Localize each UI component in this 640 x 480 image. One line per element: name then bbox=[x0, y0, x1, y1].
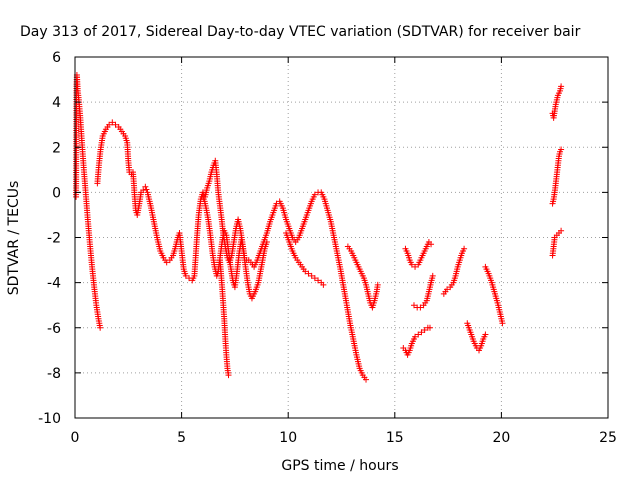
x-tick-label: 5 bbox=[177, 430, 186, 446]
series-arc-7 bbox=[402, 239, 435, 270]
data-point bbox=[428, 241, 435, 248]
x-axis-title: GPS time / hours bbox=[281, 458, 398, 474]
x-tick-label: 10 bbox=[279, 430, 297, 446]
data-point bbox=[142, 183, 149, 190]
data-point bbox=[97, 324, 104, 331]
y-tick-label: -2 bbox=[47, 231, 61, 247]
y-tick-label: 4 bbox=[52, 95, 61, 111]
y-axis-title: SDTVAR / TECUs bbox=[6, 181, 22, 296]
series-arc-10 bbox=[464, 320, 489, 354]
series-arc-2 bbox=[199, 193, 270, 302]
y-tick-label: -8 bbox=[47, 366, 61, 382]
data-point bbox=[163, 259, 170, 266]
data-point bbox=[374, 281, 381, 288]
data-point bbox=[302, 268, 309, 275]
y-tick-labels: -10 -8 -6 -4 -2 0 2 4 6 bbox=[38, 50, 61, 427]
x-tick-label: 25 bbox=[599, 430, 617, 446]
data-point bbox=[308, 272, 315, 279]
data-point bbox=[305, 270, 312, 277]
data-point bbox=[182, 272, 189, 279]
series-arc-11 bbox=[482, 263, 506, 327]
data-point bbox=[429, 272, 436, 279]
data-point bbox=[421, 327, 428, 334]
data-point bbox=[558, 83, 565, 90]
series-arc-4 bbox=[283, 229, 327, 288]
x-tick-label: 20 bbox=[492, 430, 510, 446]
y-tick-label: 0 bbox=[52, 185, 61, 201]
series-arc-8 bbox=[410, 272, 436, 311]
series-arc-13 bbox=[549, 146, 565, 207]
data-point bbox=[558, 146, 565, 153]
series-arc-6 bbox=[400, 324, 433, 358]
data-point bbox=[461, 245, 468, 252]
data-point bbox=[558, 227, 565, 234]
data-point bbox=[482, 331, 489, 338]
data-point bbox=[143, 186, 150, 193]
series-arc-1a bbox=[73, 72, 104, 331]
data-point bbox=[417, 304, 424, 311]
x-tick-labels: 0 5 10 15 20 25 bbox=[71, 430, 617, 446]
data-points bbox=[73, 72, 565, 383]
y-tick-label: 2 bbox=[52, 140, 61, 156]
data-point bbox=[109, 119, 116, 126]
data-point bbox=[412, 333, 419, 340]
data-point bbox=[415, 331, 422, 338]
axis-ticks bbox=[74, 56, 609, 419]
data-point bbox=[112, 121, 119, 128]
series-arc-3 bbox=[216, 257, 232, 379]
data-point bbox=[418, 329, 425, 336]
data-point bbox=[320, 281, 327, 288]
data-point bbox=[363, 376, 370, 383]
data-point bbox=[315, 277, 322, 284]
data-point bbox=[225, 372, 232, 379]
x-tick-label: 15 bbox=[386, 430, 404, 446]
series-arc-1b bbox=[94, 119, 370, 383]
data-point bbox=[106, 121, 113, 128]
series-arc-9 bbox=[440, 245, 468, 297]
data-point bbox=[499, 320, 506, 327]
chart-title: Day 313 of 2017, Sidereal Day-to-day VTE… bbox=[20, 24, 581, 40]
data-point bbox=[311, 275, 318, 282]
series-arc-5 bbox=[344, 243, 381, 311]
data-point bbox=[140, 187, 147, 194]
data-point bbox=[426, 324, 433, 331]
data-point bbox=[263, 239, 270, 246]
y-tick-label: -4 bbox=[47, 276, 61, 292]
data-point bbox=[444, 286, 451, 293]
grid bbox=[75, 57, 608, 418]
x-tick-label: 0 bbox=[71, 430, 80, 446]
data-point bbox=[311, 191, 318, 198]
series-arc-14 bbox=[549, 83, 565, 121]
y-tick-label: -6 bbox=[47, 321, 61, 337]
series-arc-12 bbox=[549, 227, 565, 259]
y-tick-label: -10 bbox=[38, 411, 61, 427]
data-point bbox=[412, 263, 419, 270]
y-tick-label: 6 bbox=[52, 50, 61, 66]
data-point bbox=[408, 261, 415, 268]
data-point bbox=[410, 302, 417, 309]
